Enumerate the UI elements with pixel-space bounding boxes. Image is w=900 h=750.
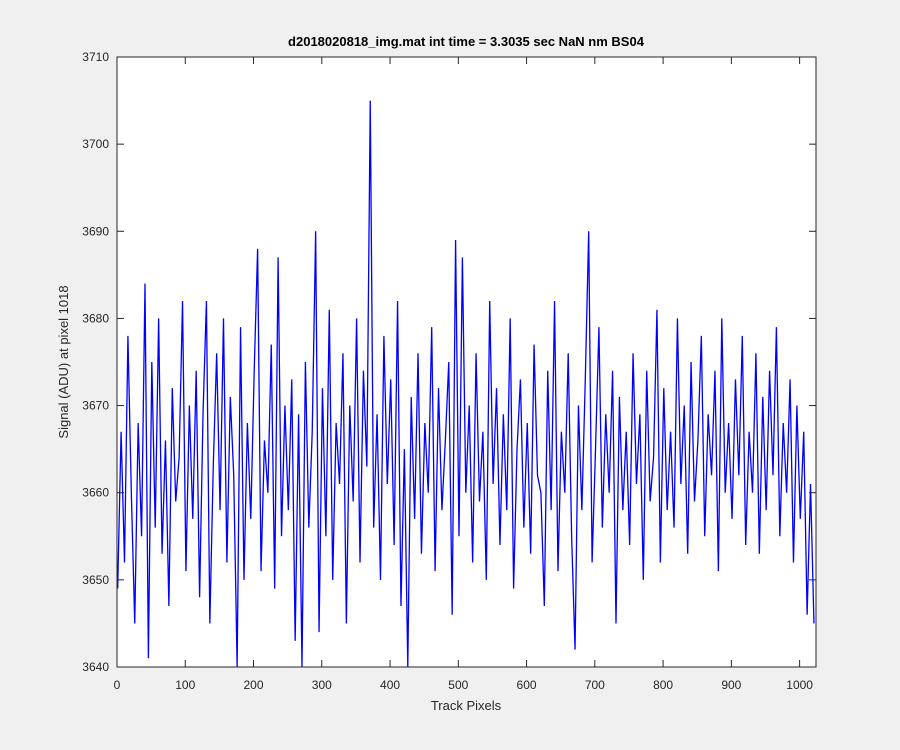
x-tick-label: 200 — [244, 678, 264, 692]
y-tick-label: 3690 — [82, 224, 109, 238]
plot-background — [117, 57, 816, 667]
y-tick-label: 3650 — [82, 573, 109, 587]
x-tick-label: 700 — [585, 678, 605, 692]
y-tick-label: 3660 — [82, 486, 109, 500]
x-tick-label: 1000 — [786, 678, 813, 692]
x-tick-label: 600 — [517, 678, 537, 692]
y-tick-label: 3710 — [82, 50, 109, 64]
x-axis-label: Track Pixels — [431, 698, 502, 713]
y-axis-label: Signal (ADU) at pixel 1018 — [56, 285, 71, 438]
x-tick-label: 100 — [175, 678, 195, 692]
data-line — [117, 100, 815, 667]
x-tick-label: 300 — [312, 678, 332, 692]
x-tick-label: 0 — [114, 678, 121, 692]
x-tick-label: 900 — [721, 678, 741, 692]
y-tick-label: 3700 — [82, 137, 109, 151]
chart-title: d2018020818_img.mat int time = 3.3035 se… — [288, 34, 645, 49]
axes-box — [116, 56, 817, 668]
x-tick-label: 500 — [448, 678, 468, 692]
y-tick-label: 3670 — [82, 399, 109, 413]
y-tick-label: 3680 — [82, 311, 109, 325]
y-tick-label: 3640 — [82, 660, 109, 674]
x-tick-label: 400 — [380, 678, 400, 692]
x-tick-label: 800 — [653, 678, 673, 692]
